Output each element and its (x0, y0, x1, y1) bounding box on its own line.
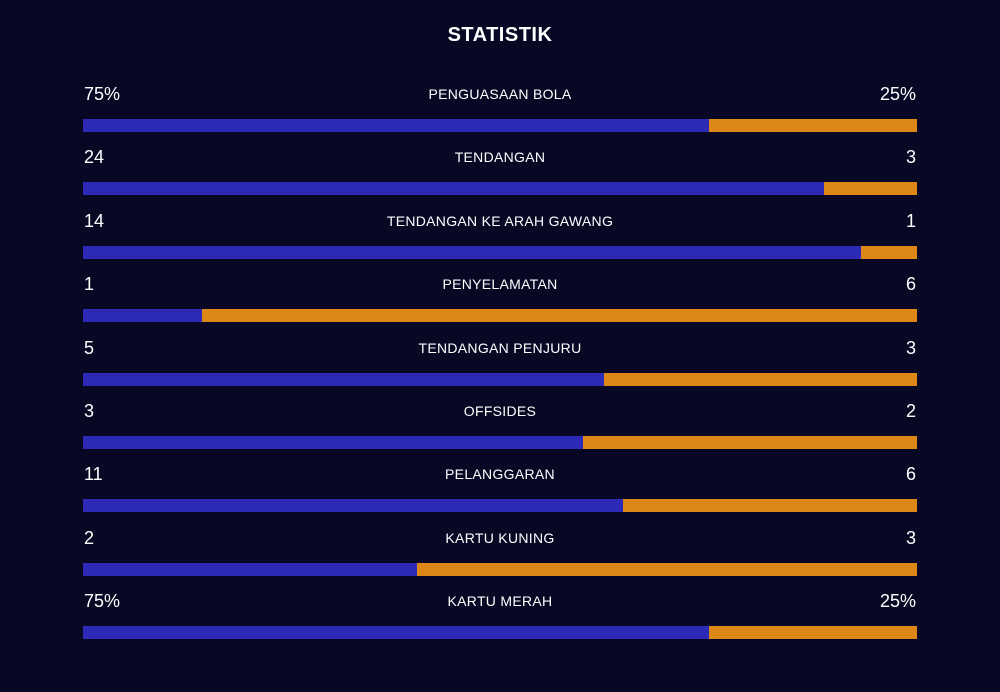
home-value: 11 (84, 464, 103, 485)
home-value: 75% (84, 84, 121, 104)
stat-label: KARTU KUNING (445, 529, 555, 546)
away-bar-fill (824, 182, 917, 196)
home-value: 24 (84, 147, 105, 168)
stat-row-offsides: 3 OFFSIDES 2 (83, 397, 917, 460)
page-title: STATISTIK (447, 24, 553, 46)
home-bar-fill (83, 435, 584, 449)
home-value: 1 (84, 274, 95, 295)
comparison-bar (83, 182, 917, 196)
stat-label: OFFSIDES (463, 402, 537, 419)
stat-label: PENYELAMATAN (442, 276, 558, 293)
home-bar-fill (83, 119, 709, 132)
home-bar-fill (83, 499, 623, 513)
comparison-bar (83, 435, 917, 449)
away-value: 3 (905, 527, 916, 548)
comparison-bar (83, 562, 917, 576)
away-bar-fill (861, 245, 917, 259)
away-bar-fill (583, 435, 917, 449)
away-value: 3 (905, 337, 916, 358)
away-value: 3 (905, 147, 916, 168)
stat-row-shots: 24 TENDANGAN 3 (83, 143, 917, 206)
away-bar-fill (708, 626, 917, 640)
comparison-bar (83, 309, 917, 323)
stat-label: PELANGGARAN (445, 466, 555, 483)
stat-row-possession: 75% PENGUASAAN BOLA 25% (83, 80, 917, 143)
home-bar-fill (83, 309, 203, 323)
away-value: 25% (879, 591, 916, 612)
stat-row-corners: 5 TENDANGAN PENJURU 3 (83, 334, 917, 397)
comparison-bar (83, 245, 917, 259)
home-value: 14 (84, 210, 105, 231)
home-value: 5 (84, 337, 95, 358)
away-value: 6 (905, 274, 916, 295)
away-bar-fill (416, 562, 917, 576)
stat-row-shots-on-target: 14 TENDANGAN KE ARAH GAWANG 1 (83, 207, 917, 270)
away-bar-fill (202, 309, 917, 323)
away-value: 2 (905, 400, 916, 421)
stat-label: TENDANGAN KE ARAH GAWANG (386, 212, 614, 229)
stat-row-saves: 1 PENYELAMATAN 6 (83, 270, 917, 333)
home-bar-fill (83, 182, 825, 196)
home-value: 2 (84, 527, 95, 548)
stat-label: TENDANGAN (454, 149, 546, 166)
home-value: 3 (84, 400, 95, 421)
comparison-bar (83, 499, 917, 513)
stat-row-red-cards: 75% KARTU MERAH 25% (83, 587, 917, 650)
stat-label: KARTU MERAH (447, 593, 553, 610)
comparison-bar (83, 626, 917, 640)
stat-label: PENGUASAAN BOLA (428, 86, 572, 102)
away-bar-fill (622, 499, 917, 513)
away-value: 25% (879, 84, 916, 104)
comparison-bar (83, 372, 917, 386)
away-value: 6 (905, 464, 916, 485)
home-bar-fill (83, 562, 417, 576)
home-bar-fill (83, 372, 605, 386)
home-bar-fill (83, 245, 862, 259)
stat-row-fouls: 11 PELANGGARAN 6 (83, 460, 917, 523)
away-bar-fill (604, 372, 917, 386)
comparison-bar (83, 119, 917, 132)
away-bar-fill (708, 119, 917, 132)
stat-row-yellow-cards: 2 KARTU KUNING 3 (83, 524, 917, 587)
home-value: 75% (84, 591, 121, 612)
stat-label: TENDANGAN PENJURU (418, 339, 582, 356)
stats-list: 75% PENGUASAAN BOLA 25% 24 TENDANGAN 3 1… (83, 80, 917, 651)
away-value: 1 (905, 210, 916, 231)
home-bar-fill (83, 626, 709, 640)
